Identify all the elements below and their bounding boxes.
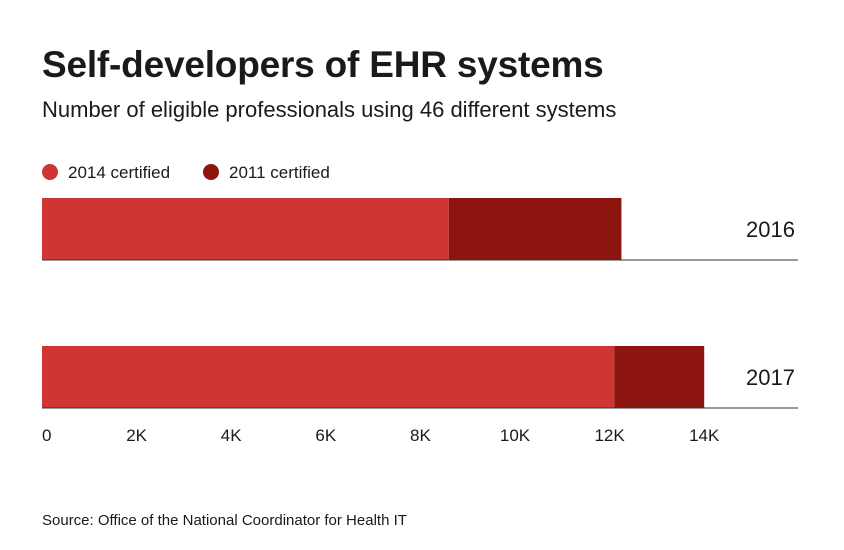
x-tick-label: 4K [221, 426, 242, 445]
legend: 2014 certified 2011 certified [42, 163, 330, 182]
category-label-2017: 2017 [746, 365, 795, 390]
legend-swatch-2011-certified [203, 164, 219, 180]
chart-title: Self-developers of EHR systems [42, 44, 604, 85]
bar-2017-2011-certified [614, 346, 705, 408]
x-axis: 0 2K 4K 6K 8K 10K 12K 14K [42, 426, 720, 445]
x-tick-label: 14K [689, 426, 720, 445]
chart-subtitle: Number of eligible professionals using 4… [42, 97, 617, 122]
x-tick-label: 10K [500, 426, 531, 445]
x-tick-label: 8K [410, 426, 431, 445]
category-label-2016: 2016 [746, 217, 795, 242]
legend-swatch-2014-certified [42, 164, 58, 180]
bar-2016-2011-certified [448, 198, 622, 260]
x-tick-label: 6K [315, 426, 336, 445]
legend-label-2014-certified: 2014 certified [68, 163, 170, 182]
bars: 2016 2017 [42, 198, 798, 409]
bar-2016-2014-certified [42, 198, 449, 260]
bar-2017-2014-certified [42, 346, 615, 408]
x-tick-label: 2K [126, 426, 147, 445]
source-note: Source: Office of the National Coordinat… [42, 512, 407, 529]
legend-label-2011-certified: 2011 certified [229, 163, 330, 182]
x-tick-label: 12K [594, 426, 625, 445]
x-tick-label: 0 [42, 426, 51, 445]
